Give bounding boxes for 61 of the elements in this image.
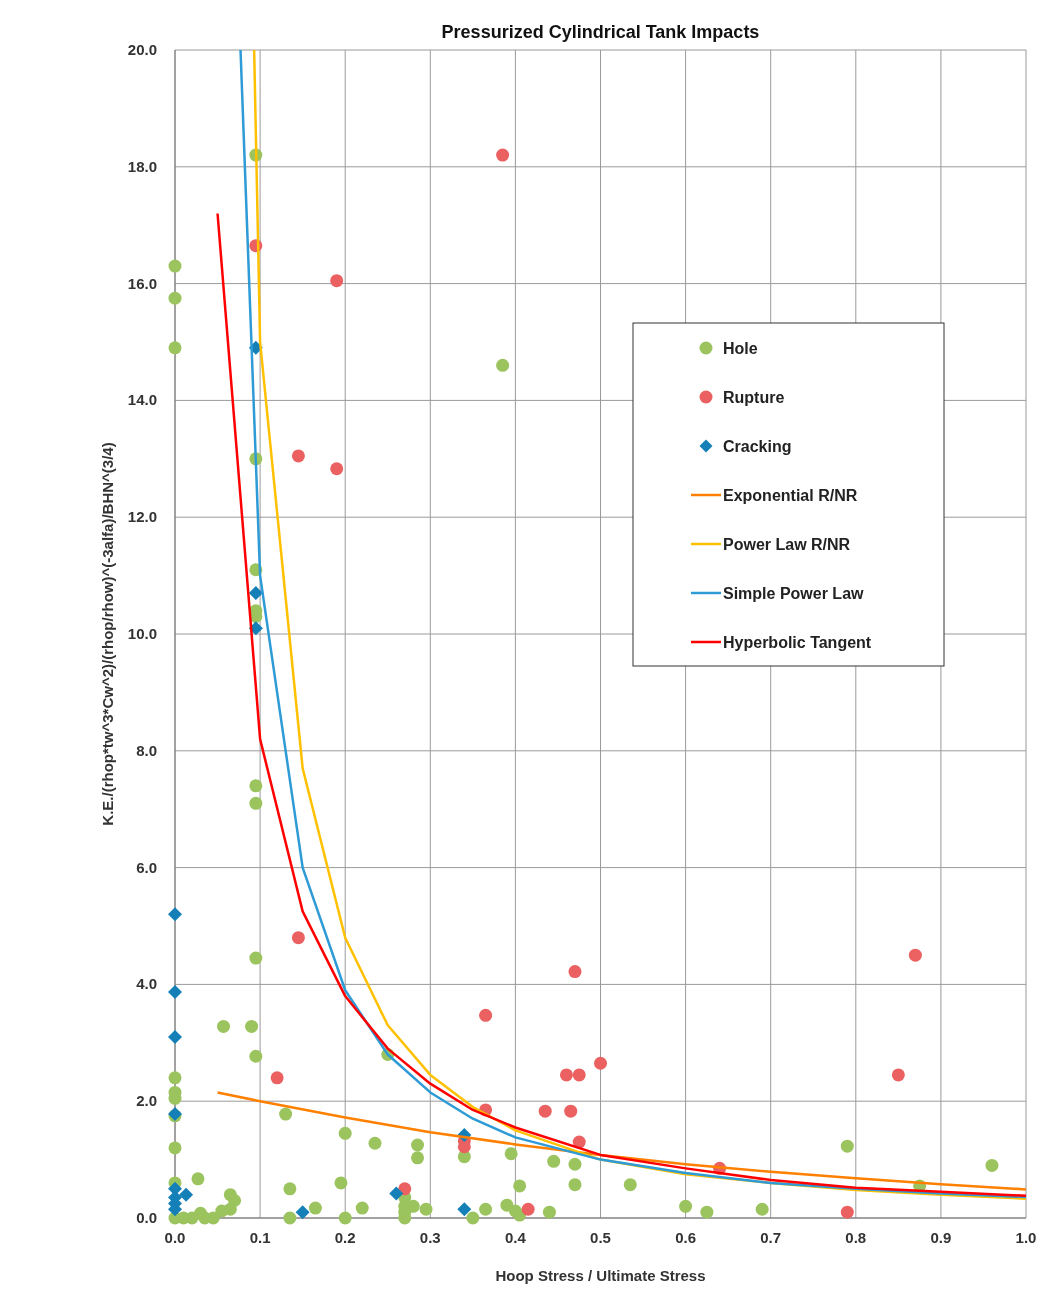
line-series — [216, 1091, 1028, 1191]
legend-label: Exponential R/NR — [723, 487, 858, 504]
chart-title: Pressurized Cylindrical Tank Impacts — [441, 22, 760, 42]
x-tick-label: 0.0 — [164, 1229, 186, 1246]
x-tick-label: 0.3 — [419, 1229, 441, 1246]
point — [840, 1205, 854, 1219]
point — [559, 1068, 573, 1082]
y-tick-label: 14.0 — [127, 391, 157, 409]
point — [398, 1182, 412, 1196]
y-tick-label: 10.0 — [127, 625, 157, 642]
x-tick-label: 0.6 — [675, 1229, 697, 1246]
x-tick-label: 0.4 — [504, 1229, 527, 1246]
point — [479, 1008, 493, 1022]
point — [564, 1104, 578, 1118]
legend-label: Cracking — [723, 438, 792, 455]
y-tick-label: 8.0 — [136, 741, 157, 759]
point — [291, 931, 305, 945]
point — [568, 965, 582, 979]
y-axis-title: K.E./(rhop*tw^3*Cw^2)/(rhop/rhow)^(-3alfa)/BHN^(3/4) — [99, 442, 116, 826]
y-tick-label: 20.0 — [127, 41, 157, 58]
point — [291, 449, 305, 463]
point — [168, 907, 182, 922]
x-tick-label: 0.7 — [760, 1229, 782, 1246]
point — [496, 148, 510, 162]
x-tick-label: 1.0 — [1015, 1229, 1037, 1246]
point — [168, 984, 182, 999]
x-tick-label: 0.9 — [930, 1229, 952, 1246]
legend-label: Power Law R/NR — [723, 536, 851, 553]
y-tick-label: 4.0 — [136, 975, 157, 993]
point — [330, 462, 344, 476]
x-tick-label: 0.1 — [249, 1229, 271, 1246]
point — [270, 1071, 284, 1085]
point — [891, 1068, 905, 1082]
legend-label: Hyperbolic Tangent — [723, 634, 872, 651]
point — [908, 948, 922, 962]
point — [330, 274, 344, 288]
line-series — [216, 212, 1028, 1198]
y-tick-label: 6.0 — [136, 858, 157, 876]
point — [538, 1104, 552, 1118]
point — [179, 1187, 194, 1202]
point — [295, 1205, 310, 1220]
point — [457, 1202, 472, 1217]
point — [572, 1068, 586, 1082]
legend-label: Rupture — [723, 389, 785, 406]
y-tick-label: 0.0 — [136, 1209, 157, 1226]
y-tick-label: 18.0 — [127, 157, 157, 175]
y-tick-label: 12.0 — [127, 508, 157, 526]
x-tick-label: 0.8 — [845, 1229, 867, 1246]
y-tick-label: 2.0 — [136, 1092, 157, 1110]
point — [594, 1056, 607, 1070]
point — [248, 586, 263, 601]
legend-label: Simple Power Law — [723, 585, 865, 602]
x-axis-title: Hoop Stress / Ultimate Stress — [495, 1267, 706, 1284]
y-tick-label: 16.0 — [127, 274, 157, 292]
x-tick-label: 0.5 — [590, 1229, 611, 1246]
point — [521, 1202, 535, 1216]
point — [389, 1186, 404, 1201]
point — [248, 621, 263, 636]
legend-label: Hole — [723, 340, 758, 357]
point — [168, 1029, 182, 1044]
x-tick-label: 0.2 — [334, 1229, 356, 1246]
